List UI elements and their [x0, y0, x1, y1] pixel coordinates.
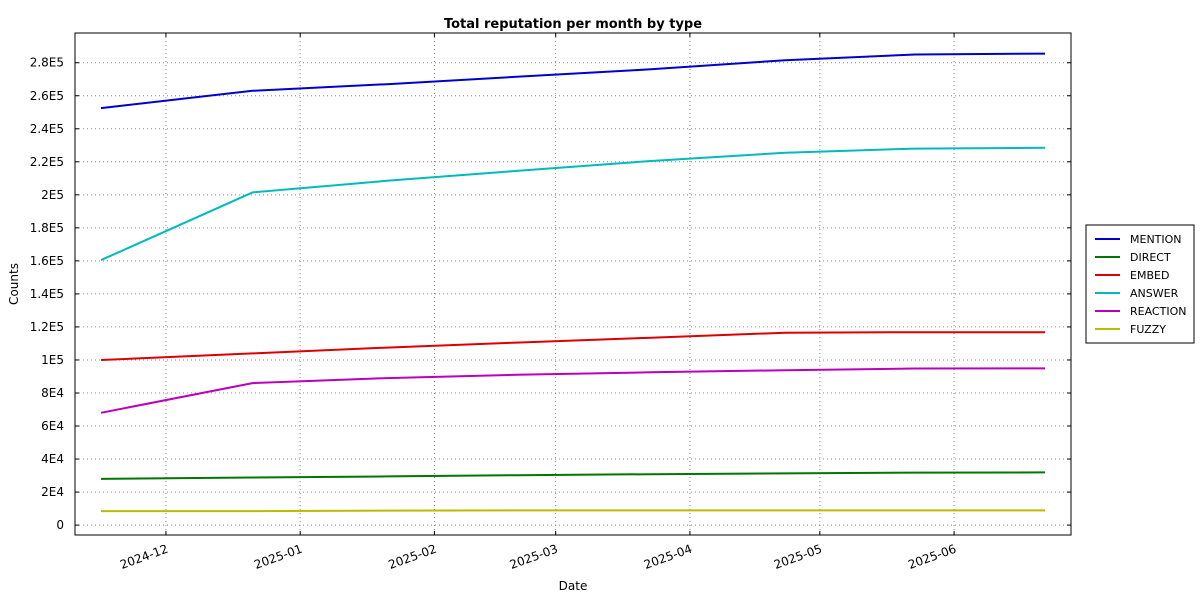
x-tick-label: 2025-05	[772, 542, 824, 572]
legend-items: MENTION DIRECT EMBED ANSWER REACTION FUZZY	[1095, 233, 1186, 336]
y-tick-label: 4E4	[41, 452, 64, 466]
legend-label-fuzzy: FUZZY	[1130, 323, 1166, 336]
series-line-fuzzy	[101, 509, 1045, 513]
y-axis-label: Counts	[7, 263, 21, 305]
legend-label-reaction: REACTION	[1130, 305, 1186, 318]
axis-ticks: 0 2E4 4E4 6E4 8E4 1E5 1.2E5 1.4E5 1.6E5 1.8E5 2E5 2…	[30, 33, 1071, 572]
y-tick-label: 2.8E5	[30, 56, 64, 70]
legend-label-embed: EMBED	[1130, 269, 1169, 282]
x-tick-label: 2025-03	[508, 542, 560, 572]
legend-label-mention: MENTION	[1130, 233, 1182, 246]
y-tick-label: 1.2E5	[30, 320, 64, 334]
y-tick-label: 8E4	[41, 386, 64, 400]
x-tick-label: 2024-12	[118, 542, 170, 572]
y-tick-label: 2.2E5	[30, 155, 64, 169]
y-tick-label: 1.8E5	[30, 221, 64, 235]
series-line-mention	[100, 52, 1046, 110]
y-tick-label: 2E5	[41, 188, 64, 202]
legend-label-answer: ANSWER	[1130, 287, 1179, 300]
y-tick-label: 1.4E5	[30, 287, 64, 301]
grid-lines	[75, 33, 1071, 535]
series-lines	[100, 52, 1046, 513]
legend-box	[1085, 224, 1195, 344]
y-tick-label: 2E4	[41, 485, 64, 499]
series-line-direct	[100, 471, 1046, 480]
plot-frame	[74, 32, 1072, 536]
y-tick-label: 2.4E5	[30, 122, 64, 136]
series-line-embed	[100, 331, 1045, 361]
y-tick-label: 2.6E5	[30, 89, 64, 103]
y-tick-label: 1.6E5	[30, 254, 64, 268]
x-tick-label: 2025-02	[387, 542, 439, 572]
series-line-answer	[100, 146, 1046, 262]
x-tick-label: 2025-01	[252, 542, 304, 572]
chart-title: Total reputation per month by type	[444, 17, 702, 32]
y-tick-label: 1E5	[41, 353, 64, 367]
y-tick-label: 6E4	[41, 419, 64, 433]
x-tick-label: 2025-04	[642, 542, 694, 572]
x-axis-label: Date	[559, 579, 588, 593]
x-tick-label: 2025-06	[906, 542, 958, 572]
y-tick-label: 0	[56, 518, 64, 532]
legend: MENTION DIRECT EMBED ANSWER REACTION FUZZY	[1085, 224, 1195, 344]
legend-label-direct: DIRECT	[1130, 251, 1171, 264]
series-line-reaction	[100, 367, 1046, 414]
